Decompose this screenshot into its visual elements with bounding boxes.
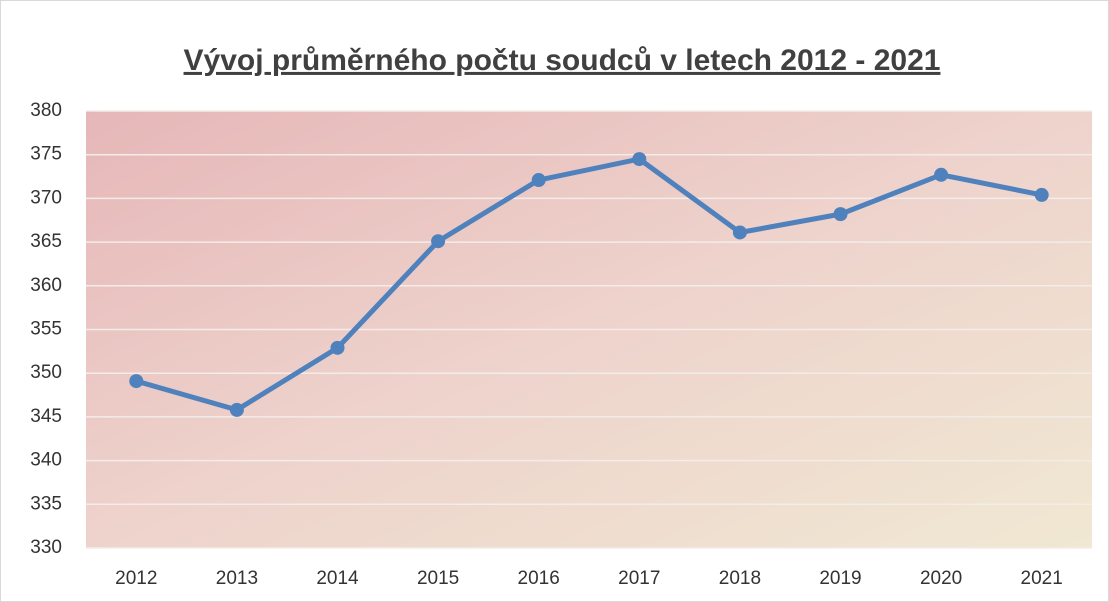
chart-title: Vývoj průměrného počtu soudců v letech 2… bbox=[184, 44, 941, 77]
point bbox=[129, 374, 144, 389]
point bbox=[732, 225, 747, 240]
point bbox=[531, 173, 546, 188]
y-tick-label: 375 bbox=[30, 144, 62, 165]
x-tick-label: 2015 bbox=[417, 568, 459, 589]
x-tick-label: 2016 bbox=[518, 568, 560, 589]
y-tick-label: 335 bbox=[30, 493, 62, 514]
y-tick-label: 350 bbox=[30, 362, 62, 383]
y-tick-label: 370 bbox=[30, 187, 62, 208]
point bbox=[934, 167, 949, 182]
x-tick-label: 2019 bbox=[819, 568, 861, 589]
x-tick-label: 2018 bbox=[719, 568, 761, 589]
point bbox=[632, 152, 647, 167]
y-tick-label: 380 bbox=[30, 100, 62, 121]
point bbox=[431, 234, 446, 249]
x-tick-label: 2017 bbox=[618, 568, 660, 589]
x-tick-label: 2020 bbox=[920, 568, 962, 589]
point bbox=[833, 207, 848, 222]
y-tick-label: 360 bbox=[30, 275, 62, 296]
x-tick-label: 2021 bbox=[1021, 568, 1063, 589]
x-tick-label: 2012 bbox=[115, 568, 157, 589]
y-tick-label: 340 bbox=[30, 450, 62, 471]
series-line bbox=[135, 156, 1043, 413]
y-tick-label: 345 bbox=[30, 406, 62, 427]
y-tick-label: 365 bbox=[30, 231, 62, 252]
point bbox=[1034, 187, 1049, 202]
y-tick-label: 330 bbox=[30, 537, 62, 558]
x-tick-label: 2013 bbox=[216, 568, 258, 589]
y-tick-label: 355 bbox=[30, 319, 62, 340]
x-tick-label: 2014 bbox=[316, 568, 359, 589]
point bbox=[229, 402, 244, 417]
point bbox=[330, 340, 345, 355]
